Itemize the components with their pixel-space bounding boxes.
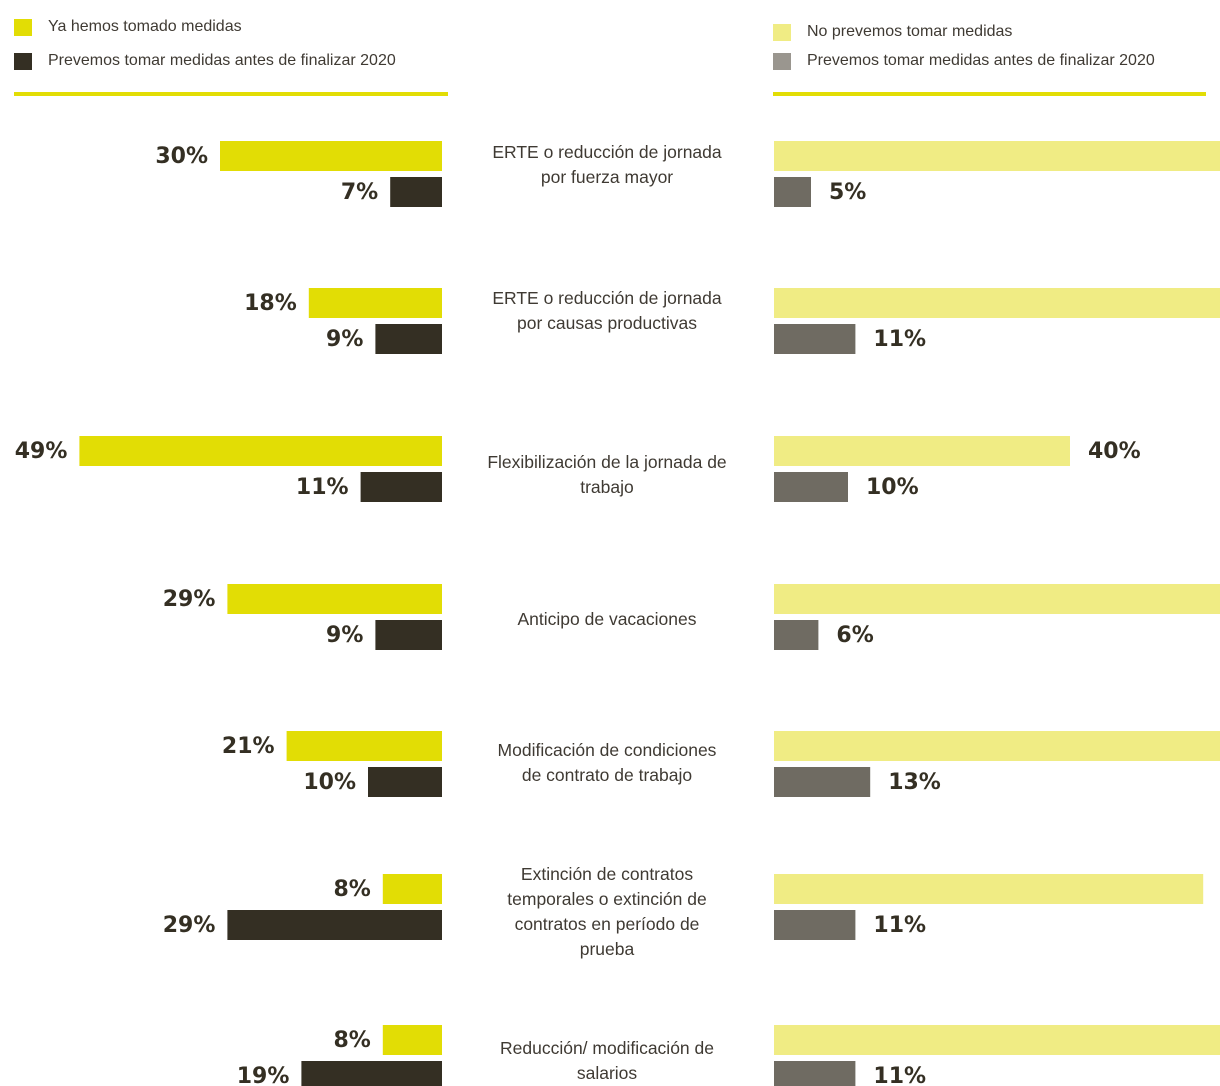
left-bar bbox=[227, 910, 442, 940]
left-bar bbox=[227, 584, 442, 614]
right-value-label: 11% bbox=[873, 327, 926, 352]
category-label: Anticipo de vacaciones bbox=[517, 609, 697, 629]
right-bar bbox=[774, 141, 1220, 171]
legend-label: Prevemos tomar medidas antes de finaliza… bbox=[48, 52, 396, 69]
right-value-label: 5% bbox=[829, 180, 866, 205]
legend-swatch-icon bbox=[773, 23, 791, 41]
right-bar bbox=[774, 584, 1220, 614]
left-bar bbox=[382, 1025, 442, 1055]
left-value-label: 49% bbox=[15, 439, 68, 464]
left-bar bbox=[220, 141, 442, 171]
legend-label: No prevemos tomar medidas bbox=[807, 23, 1013, 40]
category-label: ERTE o reducción de jornada por fuerza m… bbox=[492, 142, 722, 187]
left-bar bbox=[360, 472, 442, 502]
legend-left-series-1: Ya hemos tomado medidas bbox=[14, 18, 242, 36]
right-bar bbox=[774, 620, 819, 650]
right-bar bbox=[774, 288, 1220, 318]
category-label: ERTE o reducción de jornada por causas p… bbox=[492, 288, 722, 333]
left-bar bbox=[375, 324, 442, 354]
right-bar bbox=[774, 1025, 1220, 1055]
right-bar bbox=[774, 436, 1070, 466]
right-value-label: 40% bbox=[1088, 439, 1141, 464]
right-bar bbox=[774, 324, 856, 354]
left-bar bbox=[308, 288, 442, 318]
left-value-label: 11% bbox=[296, 475, 349, 500]
legend-label: Ya hemos tomado medidas bbox=[48, 18, 242, 35]
category-label: Extinción de contratos temporales o exti… bbox=[507, 864, 707, 959]
left-bar bbox=[79, 436, 443, 466]
legend-swatch-icon bbox=[14, 18, 32, 36]
right-value-label: 6% bbox=[836, 623, 873, 648]
category-label: Flexibilización de la jornada de trabajo bbox=[487, 452, 727, 497]
right-value-label: 13% bbox=[888, 770, 941, 795]
left-bar bbox=[368, 767, 442, 797]
left-bar bbox=[286, 731, 442, 761]
left-value-label: 21% bbox=[222, 734, 275, 759]
right-bar bbox=[774, 731, 1220, 761]
left-value-label: 30% bbox=[155, 144, 208, 169]
left-value-label: 9% bbox=[326, 327, 363, 352]
left-bar bbox=[382, 874, 442, 904]
right-value-label: 10% bbox=[866, 475, 919, 500]
right-bar bbox=[774, 472, 848, 502]
left-value-label: 8% bbox=[333, 877, 370, 902]
right-value-label: 11% bbox=[873, 1064, 926, 1086]
left-value-label: 9% bbox=[326, 623, 363, 648]
right-bar bbox=[774, 1061, 856, 1086]
right-bar bbox=[774, 767, 871, 797]
right-bar bbox=[774, 177, 811, 207]
legend-right-series-2: Prevemos tomar medidas antes de finaliza… bbox=[773, 52, 1155, 70]
right-bar bbox=[774, 874, 1204, 904]
left-value-label: 7% bbox=[341, 180, 378, 205]
left-bar bbox=[390, 177, 442, 207]
left-value-label: 29% bbox=[163, 587, 216, 612]
left-value-label: 29% bbox=[163, 913, 216, 938]
right-bar bbox=[774, 910, 856, 940]
right-divider-rule bbox=[773, 92, 1206, 96]
legend-left-series-2: Prevemos tomar medidas antes de finaliza… bbox=[14, 52, 396, 70]
left-bar bbox=[301, 1061, 442, 1086]
category-label: Reducción/ modificación de salarios bbox=[499, 1038, 714, 1083]
left-divider-rule bbox=[14, 92, 448, 96]
legend-swatch-icon bbox=[773, 52, 791, 70]
left-value-label: 19% bbox=[237, 1064, 290, 1086]
category-label: Modificación de condiciones de contrato … bbox=[497, 740, 717, 785]
left-value-label: 18% bbox=[244, 291, 297, 316]
legend-label: Prevemos tomar medidas antes de finaliza… bbox=[807, 52, 1155, 69]
left-value-label: 10% bbox=[303, 770, 356, 795]
legend-right-series-1: No prevemos tomar medidas bbox=[773, 23, 1012, 41]
legend-swatch-icon bbox=[14, 52, 32, 70]
right-value-label: 11% bbox=[873, 913, 926, 938]
left-value-label: 8% bbox=[333, 1028, 370, 1053]
left-bar bbox=[375, 620, 442, 650]
